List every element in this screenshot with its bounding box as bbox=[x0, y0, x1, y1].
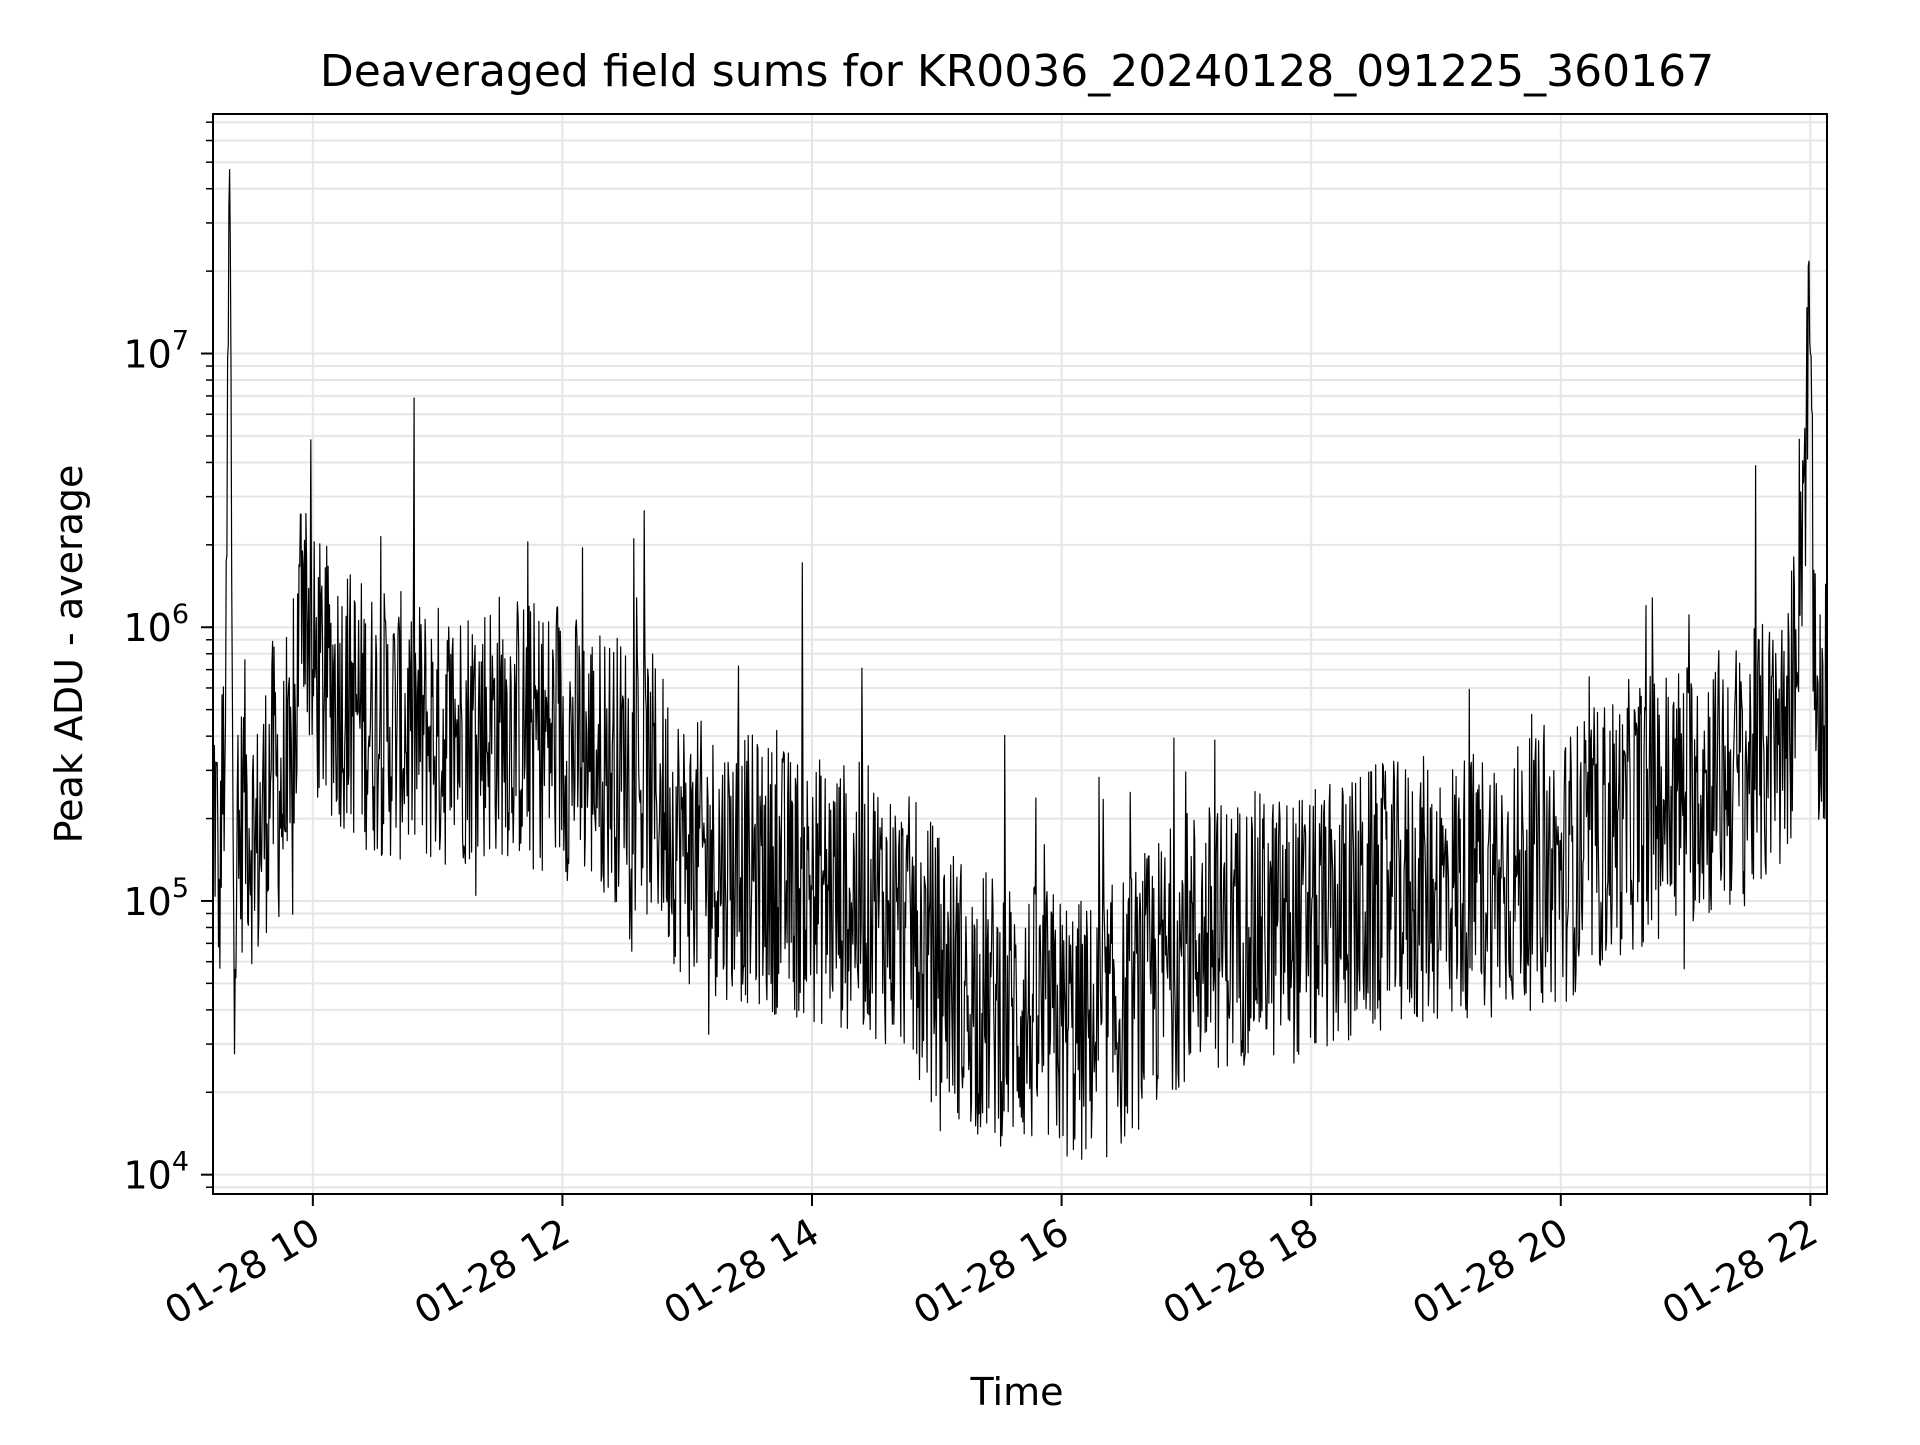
x-tick-label: 01-28 14 bbox=[657, 1210, 827, 1334]
y-tick-label: 106 bbox=[123, 599, 189, 650]
y-axis-label: Peak ADU - average bbox=[47, 465, 91, 844]
y-tick-label: 104 bbox=[123, 1147, 189, 1198]
x-tick-label: 01-28 10 bbox=[157, 1210, 327, 1334]
line-layer bbox=[212, 169, 1828, 1160]
x-tick-label: 01-28 18 bbox=[1156, 1210, 1326, 1334]
y-tick-layer: 104 105 106 107 bbox=[123, 121, 213, 1198]
y-tick-label: 107 bbox=[123, 326, 189, 377]
x-tick-label: 01-28 22 bbox=[1655, 1210, 1825, 1334]
x-tick-label: 01-28 12 bbox=[407, 1210, 577, 1334]
x-tick-label: 01-28 20 bbox=[1405, 1210, 1575, 1334]
x-axis-label: Time bbox=[970, 1370, 1064, 1414]
chart-title: Deaveraged field sums for KR0036_2024012… bbox=[320, 46, 1714, 97]
y-tick-label: 105 bbox=[123, 873, 189, 924]
x-tick-label: 01-28 16 bbox=[906, 1210, 1076, 1334]
series-line bbox=[212, 169, 1828, 1160]
x-tick-layer: 01-28 10 01-28 12 01-28 14 01-28 16 01-28 18… bbox=[157, 1194, 1825, 1334]
